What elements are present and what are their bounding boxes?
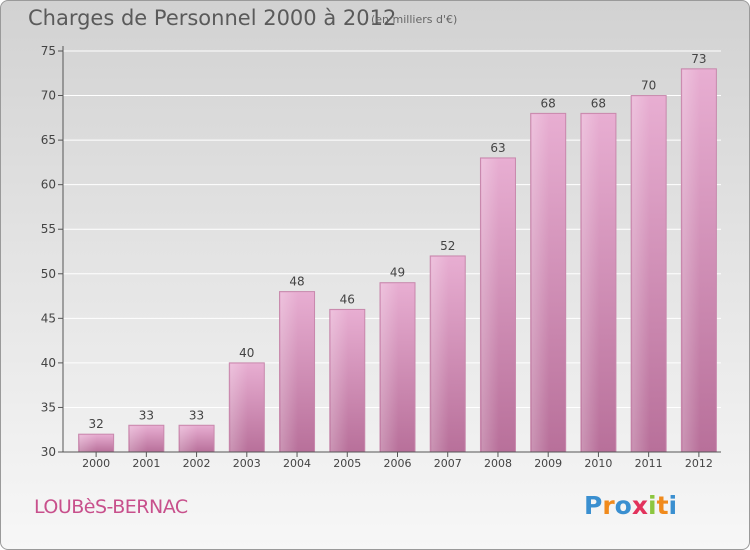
logo-letter: x — [631, 491, 648, 520]
bar-highlight — [632, 96, 650, 453]
logo-letter: o — [614, 491, 632, 520]
commune-name: LOUBèS-BERNAC — [34, 496, 188, 518]
y-tick-label: 65 — [41, 133, 56, 147]
bars: 32 33 33 40 48 46 49 52 63 68 68 70 73 — [78, 52, 717, 453]
logo-letter: t — [656, 491, 669, 520]
y-tick-label: 40 — [41, 356, 56, 370]
y-tick-label: 45 — [41, 311, 56, 325]
x-tick-label: 2002 — [183, 457, 211, 470]
bar-highlight — [481, 158, 499, 452]
bar-value-label: 49 — [390, 266, 405, 280]
bar-value-label: 68 — [591, 96, 606, 110]
bar-value-label: 68 — [541, 96, 556, 110]
bar-value-label: 52 — [440, 239, 455, 253]
bar-highlight — [581, 114, 600, 452]
bar-value-label: 33 — [139, 408, 154, 422]
bar-value-label: 33 — [189, 408, 204, 422]
x-tick-label: 2009 — [534, 457, 562, 470]
y-tick-label: 55 — [41, 222, 56, 236]
y-tick-label: 60 — [41, 178, 56, 192]
bar-value-label: 46 — [340, 292, 355, 306]
bar-value-label: 40 — [239, 346, 254, 360]
bar-highlight — [531, 114, 550, 452]
bar-value-label: 70 — [641, 79, 656, 93]
x-tick-label: 2000 — [82, 457, 110, 470]
logo-letter: i — [648, 491, 657, 520]
axes: 30 35 40 45 50 55 60 65 70 75 2000 2001 2002 2003 2004… — [41, 44, 721, 470]
y-tick-label: 30 — [41, 445, 56, 459]
x-tick-label: 2005 — [333, 457, 361, 470]
x-tick-label: 2004 — [283, 457, 311, 470]
x-tick-label: 2011 — [635, 457, 663, 470]
bar-value-label: 63 — [490, 141, 505, 155]
chart-title: Charges de Personnel 2000 à 2012 — [28, 6, 397, 30]
x-tick-label: 2007 — [434, 457, 462, 470]
bar-highlight — [330, 310, 349, 452]
bar-highlight — [230, 363, 248, 452]
logo-letter: r — [602, 491, 615, 520]
x-tick-label: 2012 — [685, 457, 713, 470]
y-tick-label: 50 — [41, 267, 56, 281]
bar-highlight — [129, 426, 148, 452]
logo-letter: i — [668, 491, 678, 520]
bar-highlight — [682, 69, 700, 453]
logo-letter: P — [584, 491, 603, 520]
bar-highlight — [381, 283, 399, 452]
x-tick-label: 2003 — [233, 457, 261, 470]
bar-highlight — [431, 256, 449, 452]
x-tick-label: 2010 — [584, 457, 612, 470]
bar-highlight — [280, 292, 299, 452]
x-tick-label: 2008 — [484, 457, 512, 470]
bar-highlight — [180, 426, 198, 452]
chart-subtitle: (en milliers d'€) — [371, 13, 458, 26]
bar-value-label: 73 — [691, 52, 706, 66]
x-tick-label: 2001 — [132, 457, 160, 470]
bar-value-label: 32 — [88, 417, 103, 431]
y-tick-label: 70 — [41, 89, 56, 103]
x-tick-label: 2006 — [384, 457, 412, 470]
proxiti-logo[interactable]: Proxiti — [584, 491, 677, 520]
y-tick-label: 35 — [41, 400, 56, 414]
bar-highlight — [79, 435, 98, 452]
y-tick-label: 75 — [41, 44, 56, 58]
bar-value-label: 48 — [289, 275, 304, 289]
